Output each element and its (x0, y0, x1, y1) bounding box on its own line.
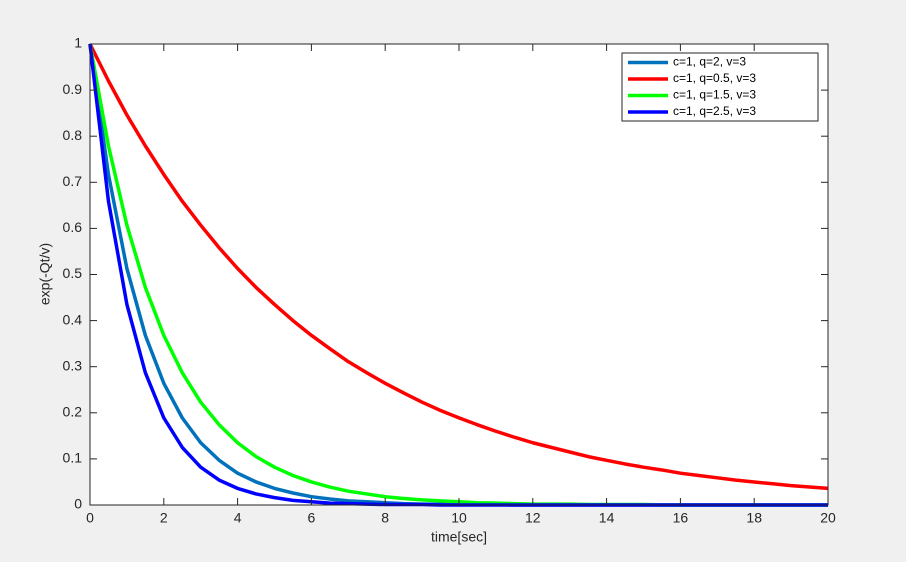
y-tick-label: 0.3 (63, 357, 83, 373)
y-axis-label: exp(-Qt/v) (37, 243, 53, 305)
y-tick-label: 0.1 (63, 450, 83, 466)
legend-label: c=1, q=0.5, v=3 (673, 71, 756, 85)
x-axis-label: time[sec] (431, 529, 487, 545)
x-tick-label: 14 (599, 510, 615, 526)
legend-box (621, 52, 819, 122)
y-tick-label: 0 (74, 496, 82, 512)
legend-label: c=1, q=2.5, v=3 (673, 104, 756, 118)
y-tick-label: 0.5 (63, 265, 83, 281)
y-tick-label: 0.8 (63, 127, 83, 143)
x-tick-label: 18 (746, 510, 762, 526)
x-tick-label: 6 (308, 510, 316, 526)
series-line (88, 43, 829, 491)
x-tick-label: 20 (820, 510, 836, 526)
x-tick-label: 8 (381, 510, 389, 526)
x-tick-label: 2 (160, 510, 168, 526)
legend-label: c=1, q=1.5, v=3 (673, 88, 756, 102)
x-tick-label: 16 (673, 510, 689, 526)
y-tick-label: 0.6 (63, 219, 83, 235)
x-tick-label: 12 (525, 510, 541, 526)
x-tick-label: 4 (234, 510, 242, 526)
x-tick-label: 0 (86, 510, 94, 526)
legend-label: c=1, q=2, v=3 (673, 55, 746, 69)
legend: c=1, q=2, v=3 c=1, q=0.5, v=3 c=1, q=1.5, … (621, 52, 819, 122)
y-tick-label: 0.9 (63, 81, 83, 97)
y-tick-label: 1 (74, 35, 82, 51)
y-tick-label: 0.2 (63, 404, 83, 420)
x-tick-label: 10 (451, 510, 467, 526)
y-tick-label: 0.4 (63, 311, 83, 327)
y-tick-label: 0.7 (63, 173, 83, 189)
